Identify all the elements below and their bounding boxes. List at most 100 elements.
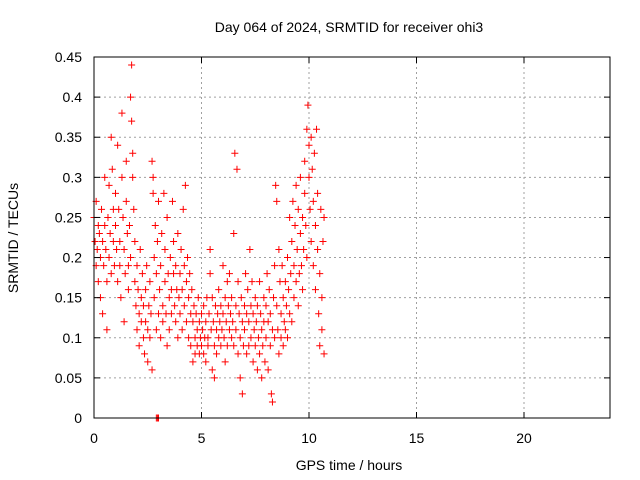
data-point <box>252 318 260 326</box>
data-point <box>311 286 319 294</box>
data-point <box>241 302 248 310</box>
data-point <box>128 117 136 125</box>
data-point <box>179 205 187 213</box>
data-point <box>185 294 193 302</box>
data-point <box>286 310 294 318</box>
axis-ticks <box>93 56 610 419</box>
data-point <box>244 286 252 294</box>
data-point <box>102 246 110 254</box>
data-point <box>304 101 312 109</box>
data-point <box>218 326 226 334</box>
data-point <box>225 326 233 334</box>
data-point <box>253 366 261 374</box>
data-point <box>217 302 225 310</box>
y-tick-label: 0.4 <box>63 89 83 105</box>
data-point <box>261 358 269 366</box>
data-point <box>116 238 124 246</box>
data-point <box>234 350 242 358</box>
data-point <box>270 294 278 302</box>
data-point <box>137 294 145 302</box>
data-point <box>186 270 194 278</box>
data-point <box>122 157 130 165</box>
data-point <box>320 213 328 221</box>
data-point <box>313 125 321 133</box>
data-point <box>246 246 254 254</box>
data-point <box>94 278 102 286</box>
data-point <box>297 262 305 270</box>
data-point <box>134 286 142 294</box>
data-point <box>161 246 169 254</box>
data-point <box>181 181 189 189</box>
data-point <box>249 358 257 366</box>
data-point <box>109 238 117 246</box>
data-point <box>238 318 246 326</box>
data-point <box>294 302 302 310</box>
data-point <box>121 270 129 278</box>
data-point <box>101 221 109 229</box>
data-point <box>167 310 175 318</box>
data-point <box>198 342 205 350</box>
data-point <box>286 213 294 221</box>
data-point <box>112 189 119 197</box>
data-point <box>299 286 307 294</box>
data-point <box>195 318 203 326</box>
data-point <box>256 350 264 358</box>
data-point <box>220 334 228 342</box>
data-point <box>248 278 256 286</box>
data-point <box>241 326 248 334</box>
data-point <box>188 286 196 294</box>
data-point <box>128 61 136 69</box>
data-point <box>194 294 202 302</box>
data-point <box>127 93 135 101</box>
data-point <box>120 318 128 326</box>
data-point <box>266 342 274 350</box>
data-point <box>278 262 286 270</box>
data-point <box>174 334 182 342</box>
data-point <box>198 310 205 318</box>
data-point <box>247 334 255 342</box>
data-point <box>213 350 221 358</box>
data-point <box>288 318 296 326</box>
data-point <box>112 221 119 229</box>
data-point <box>299 213 307 221</box>
y-tick-label: 0.2 <box>63 250 83 266</box>
data-point <box>251 342 259 350</box>
data-point <box>307 238 315 246</box>
grid-lines <box>94 57 610 418</box>
data-point <box>141 350 149 358</box>
data-point <box>166 254 174 262</box>
data-point <box>238 390 246 398</box>
data-point <box>245 342 253 350</box>
data-point <box>300 246 308 254</box>
data-point <box>177 246 185 254</box>
data-point <box>292 278 300 286</box>
data-point <box>171 302 179 310</box>
data-point <box>206 270 214 278</box>
data-point <box>180 262 188 270</box>
data-point <box>209 318 217 326</box>
data-point <box>307 133 315 141</box>
data-point <box>231 149 239 157</box>
data-point <box>180 302 188 310</box>
data-point <box>223 278 231 286</box>
data-point <box>190 302 198 310</box>
data-point <box>243 310 251 318</box>
data-point <box>280 318 288 326</box>
data-point <box>242 270 250 278</box>
data-point <box>165 326 173 334</box>
data-point <box>219 310 227 318</box>
data-point <box>204 334 212 342</box>
data-point <box>292 181 300 189</box>
data-point <box>142 318 150 326</box>
data-point <box>236 374 244 382</box>
data-point <box>306 205 314 213</box>
data-point <box>237 294 245 302</box>
x-tick-label: 5 <box>198 430 206 446</box>
data-point <box>120 246 128 254</box>
data-point <box>115 205 123 213</box>
data-point <box>184 254 192 262</box>
data-point <box>251 294 259 302</box>
y-tick-label: 0.45 <box>55 49 82 65</box>
data-point <box>320 350 328 358</box>
data-point <box>311 221 319 229</box>
